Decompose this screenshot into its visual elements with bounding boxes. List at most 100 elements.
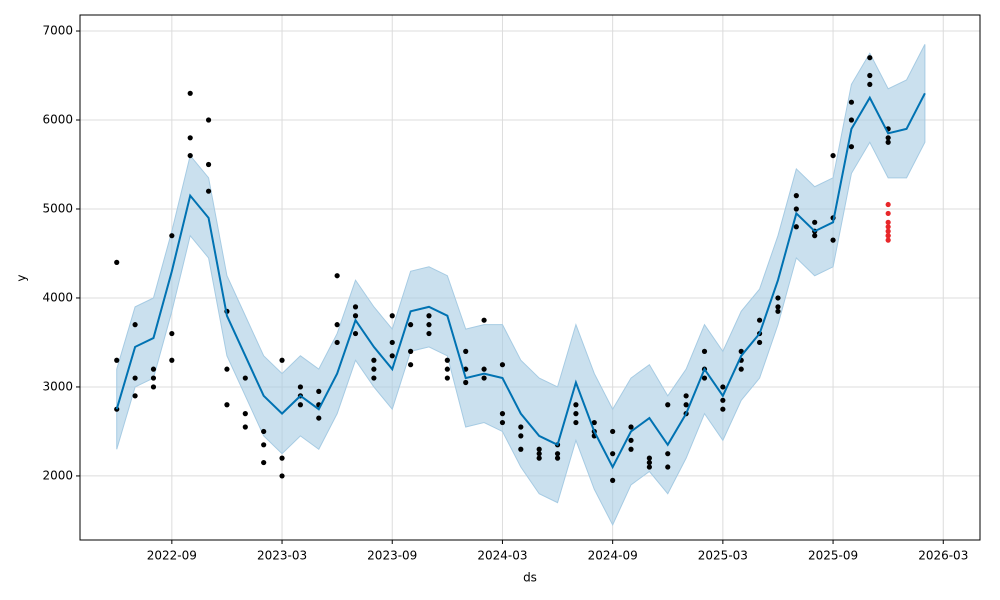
- observed-point: [371, 375, 377, 381]
- observed-point: [352, 313, 359, 319]
- observed-point: [316, 388, 322, 394]
- observed-point: [242, 424, 248, 430]
- y-tick-label: 2000: [42, 468, 73, 482]
- observed-point: [132, 393, 138, 399]
- observed-point: [114, 259, 120, 265]
- observed-point: [885, 139, 891, 145]
- observed-point: [132, 375, 138, 381]
- observed-point: [885, 135, 891, 141]
- observed-point: [554, 451, 561, 457]
- observed-point: [867, 55, 873, 61]
- observed-point: [261, 459, 267, 466]
- observed-point: [499, 419, 506, 426]
- observed-point: [481, 317, 487, 323]
- observed-point: [297, 402, 304, 408]
- observed-point: [426, 322, 432, 328]
- observed-point: [481, 366, 487, 372]
- observed-point: [554, 455, 561, 461]
- observed-point: [701, 348, 708, 354]
- observed-point: [261, 428, 267, 435]
- observed-point: [297, 384, 304, 390]
- actual-point: [885, 201, 891, 208]
- observed-point: [848, 144, 855, 150]
- observed-point: [224, 402, 230, 408]
- x-tick-label: 2024-03: [477, 549, 527, 563]
- observed-point: [518, 433, 524, 439]
- actual-point: [885, 219, 891, 225]
- observed-point: [389, 313, 395, 319]
- plot-frame: [79, 14, 981, 541]
- observed-point: [812, 219, 818, 225]
- x-tick-label: 2025-03: [698, 549, 748, 563]
- observed-point: [536, 455, 542, 461]
- observed-point: [352, 330, 359, 337]
- observed-point: [628, 437, 634, 443]
- observed-point: [573, 419, 579, 426]
- y-tick-label: 3000: [42, 379, 73, 393]
- observed-point: [775, 295, 781, 301]
- observed-point: [279, 455, 285, 461]
- x-tick-label: 2026-03: [918, 549, 968, 563]
- observed-point: [720, 397, 726, 403]
- observed-point: [720, 384, 726, 390]
- observed-point: [261, 442, 267, 448]
- observed-point: [463, 379, 469, 386]
- observed-point: [665, 402, 671, 408]
- uncertainty-band: [116, 44, 926, 527]
- observed-point: [720, 406, 726, 412]
- observed-point: [793, 206, 799, 212]
- observed-point: [408, 348, 414, 354]
- observed-point: [830, 152, 836, 159]
- observed-point: [628, 446, 634, 452]
- forecast-line: [115, 92, 926, 470]
- observed-point: [867, 72, 873, 79]
- observed-point: [848, 117, 855, 123]
- observed-point: [610, 477, 616, 483]
- observed-point: [371, 366, 377, 372]
- x-tick-label: 2025-09: [808, 549, 858, 563]
- x-tick-label: 2022-09: [147, 549, 197, 563]
- observed-point: [114, 357, 120, 363]
- observed-point: [646, 464, 652, 470]
- x-tick-label: 2023-03: [257, 549, 307, 563]
- observed-point: [408, 362, 414, 368]
- observed-point: [205, 117, 212, 123]
- observed-point: [242, 375, 248, 381]
- y-tick-label: 7000: [42, 24, 73, 38]
- observed-point: [701, 375, 708, 381]
- y-tick-label: 6000: [42, 113, 73, 127]
- observed-point: [610, 451, 616, 457]
- observed-point: [444, 366, 450, 372]
- observed-point: [573, 411, 579, 417]
- observed-point: [499, 362, 506, 368]
- observed-point: [646, 455, 652, 461]
- observed-point: [169, 330, 175, 337]
- observed-point: [683, 402, 689, 408]
- observed-point: [444, 357, 450, 363]
- observed-point: [279, 473, 285, 479]
- observed-point: [665, 464, 671, 470]
- y-tick-label: 4000: [42, 290, 73, 304]
- x-tick-label: 2023-09: [367, 549, 417, 563]
- observed-point: [738, 366, 744, 372]
- observed-point: [187, 152, 193, 159]
- observed-point: [775, 308, 781, 314]
- observed-point: [793, 224, 799, 230]
- observed-point: [536, 446, 542, 452]
- observed-point: [867, 81, 873, 88]
- actual-point: [885, 237, 891, 243]
- observed-point: [793, 193, 799, 199]
- observed-point: [169, 233, 175, 239]
- observed-point: [334, 322, 340, 328]
- observed-point: [830, 237, 836, 243]
- observed-point: [150, 375, 157, 381]
- observed-point: [591, 419, 597, 426]
- observed-point: [610, 428, 616, 435]
- observed-point: [756, 339, 763, 346]
- observed-point: [683, 393, 689, 399]
- observed-point: [812, 233, 818, 239]
- actual-point: [885, 210, 891, 217]
- observed-point: [646, 459, 652, 466]
- observed-point: [389, 339, 395, 346]
